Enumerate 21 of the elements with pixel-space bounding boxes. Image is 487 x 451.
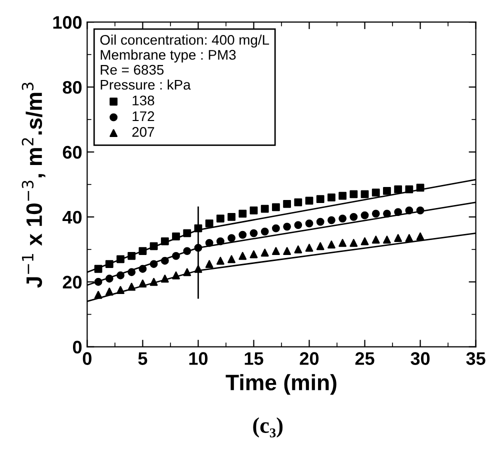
text: (c₃) bbox=[253, 417, 283, 438]
legend-title: Oil concentration: 400 mg/L Membrane type : PM3 Re = 6835 Pressure : kPa bbox=[100, 34, 270, 90]
legend-label: 207 bbox=[132, 127, 154, 137]
y-tick-label: 20 bbox=[62, 276, 82, 289]
y-axis-title: J$^{−1}$ x 10$^{−3}$, m$^{2}$.s/m$^{3}$ bbox=[22, 82, 46, 288]
legend-label: 138 bbox=[132, 96, 154, 106]
x-tick-label: 10 bbox=[189, 352, 208, 365]
y-tick-label: 40 bbox=[62, 210, 82, 224]
x-tick-label: 30 bbox=[410, 352, 430, 365]
x-tick-label: 0 bbox=[82, 352, 92, 365]
x-tick-label: 25 bbox=[355, 352, 374, 365]
x-tick-label: 20 bbox=[300, 352, 319, 365]
y-tick-label: 60 bbox=[62, 146, 82, 159]
x-tick-label: 5 bbox=[138, 352, 148, 365]
legend-label: 172 bbox=[132, 111, 154, 121]
y-tick-label: 80 bbox=[62, 80, 82, 94]
x-tick-label: 15 bbox=[244, 352, 264, 365]
y-tick-label: 0 bbox=[72, 340, 82, 354]
x-tick-label: 35 bbox=[466, 352, 486, 365]
y-tick-label: 100 bbox=[53, 16, 82, 29]
x-axis-title: Time (min) bbox=[226, 374, 336, 395]
